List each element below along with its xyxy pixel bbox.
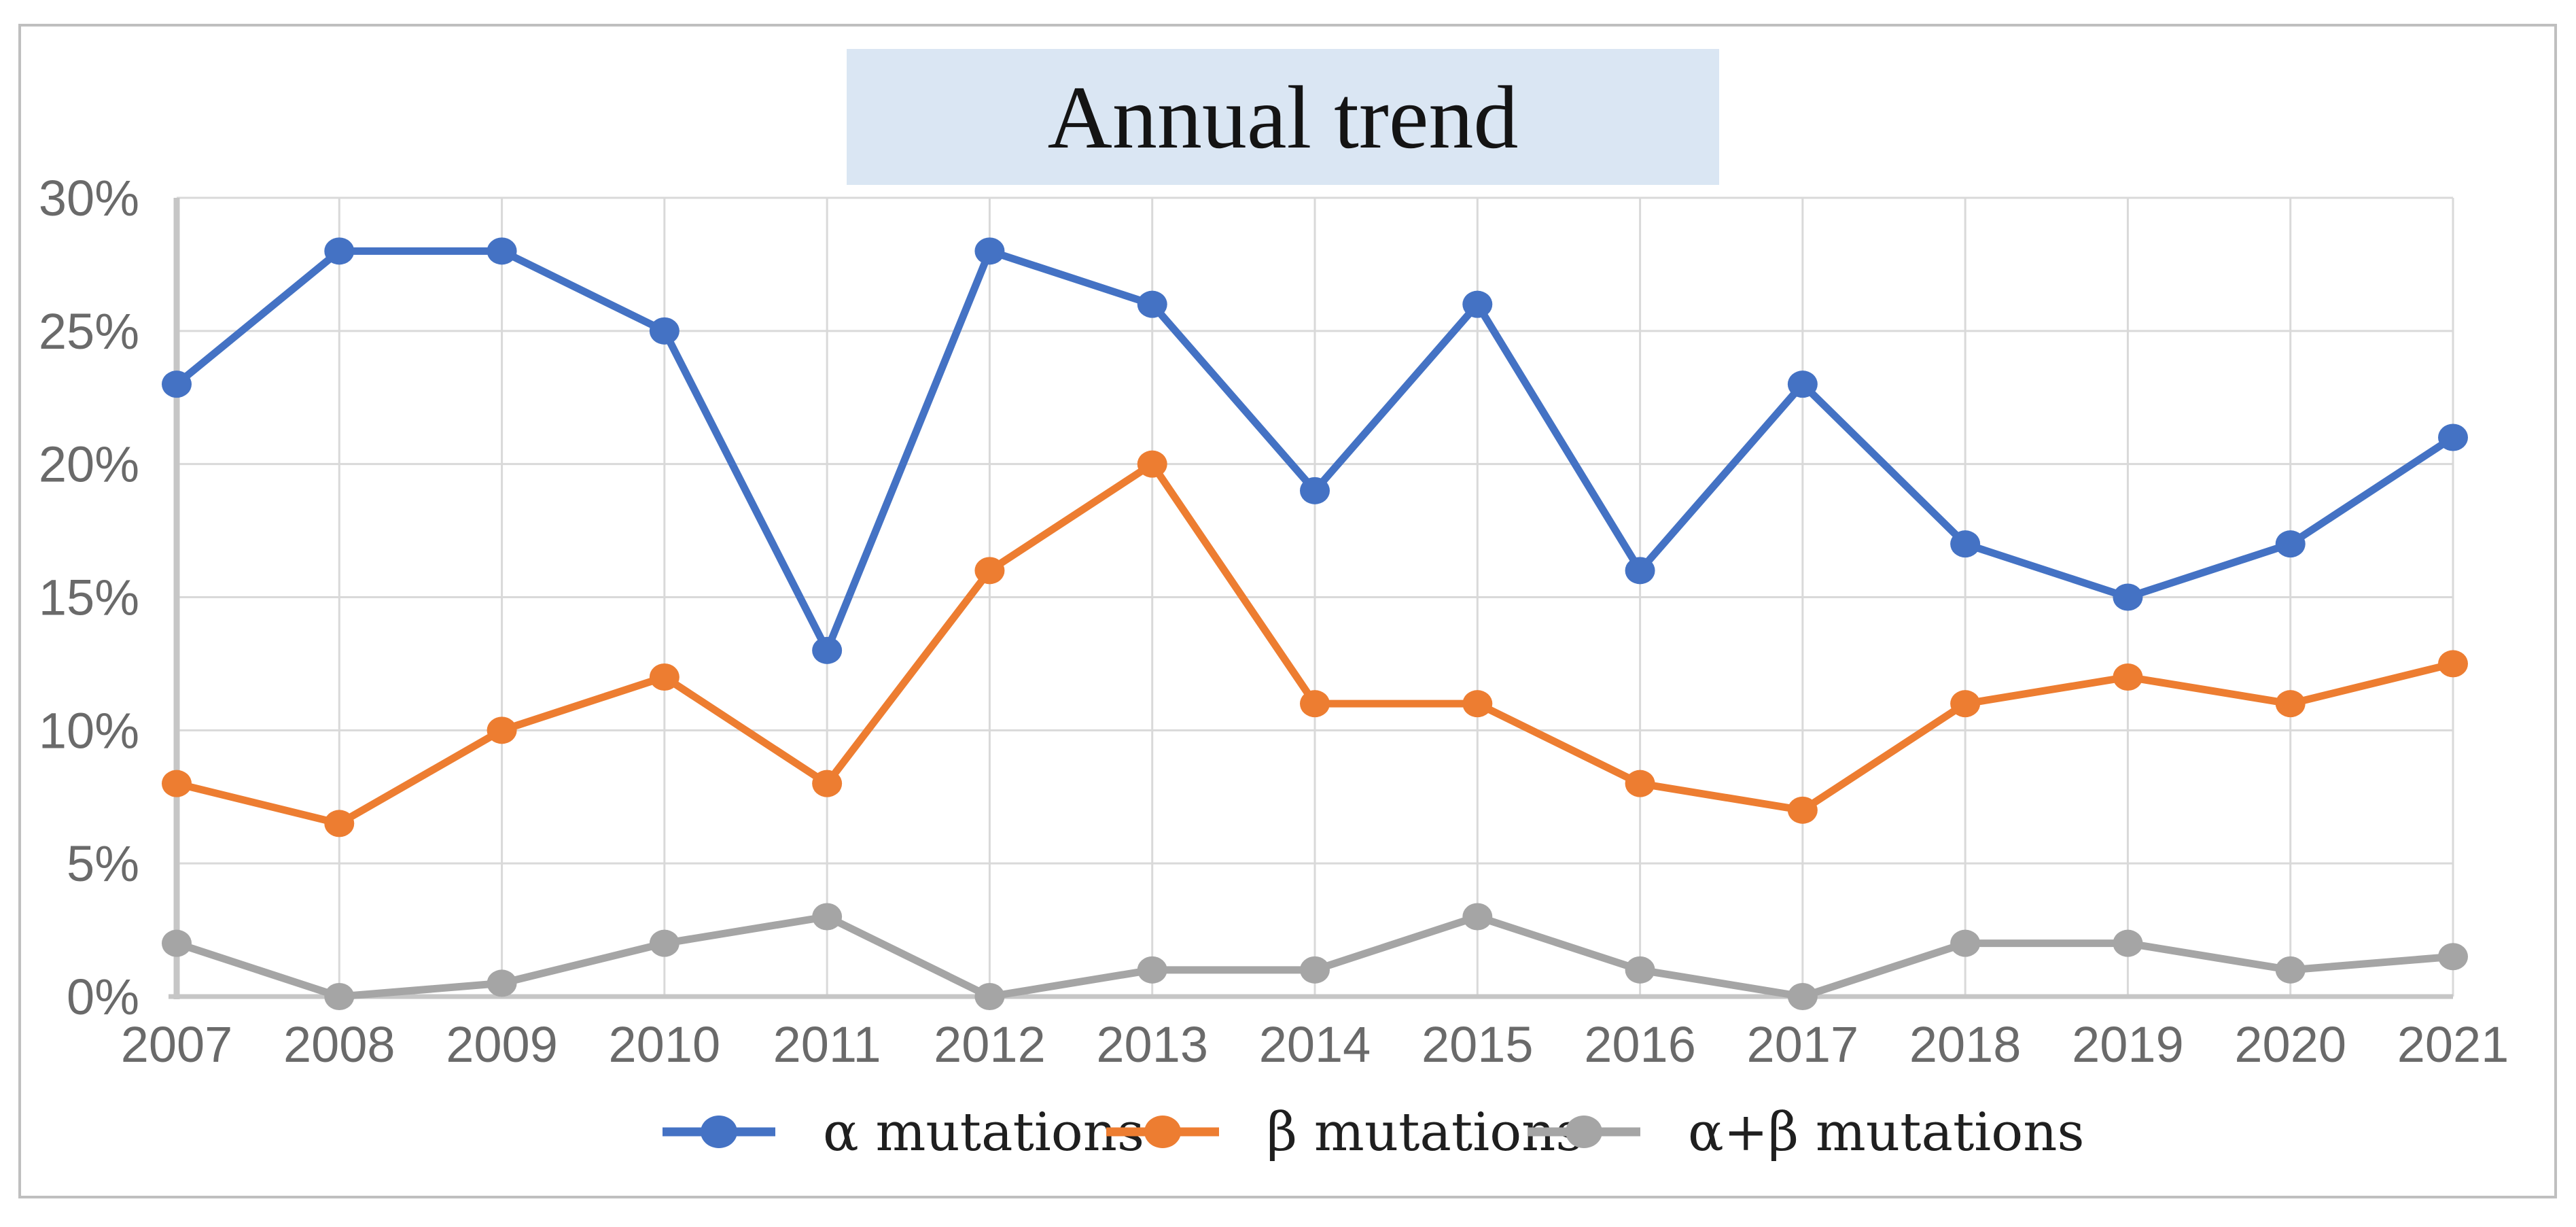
x-axis-tick-label: 2020 (2234, 1016, 2346, 1073)
x-axis-tick-label: 2008 (283, 1016, 395, 1073)
data-point-alpha-mutations (1625, 557, 1655, 585)
data-point-beta-mutations (974, 557, 1005, 585)
x-axis-tick-label: 2012 (934, 1016, 1046, 1073)
data-point-alpha-mutations (2275, 530, 2306, 558)
data-point-alpha-mutations (1950, 530, 1981, 558)
data-point-alpha-mutations (2113, 583, 2143, 611)
x-axis-tick-label: 2014 (1259, 1016, 1371, 1073)
x-axis-tick-label: 2018 (1909, 1016, 2022, 1073)
data-point-alpha-mutations (1300, 477, 1330, 504)
data-point-beta-mutations (324, 810, 355, 837)
y-axis-tick-label: 5% (67, 835, 139, 892)
data-point-alpha-beta-mutations (1950, 929, 1981, 957)
data-point-alpha-beta-mutations (649, 929, 680, 957)
data-point-alpha-mutations (2438, 424, 2468, 451)
data-point-alpha-mutations (1462, 290, 1493, 318)
data-point-alpha-mutations (812, 636, 843, 664)
x-axis-tick-label: 2007 (121, 1016, 233, 1073)
y-axis-tick-label: 25% (39, 303, 139, 360)
data-point-alpha-beta-mutations (1625, 956, 1655, 984)
data-point-beta-mutations (1787, 796, 1818, 824)
x-axis-tick-label: 2009 (446, 1016, 558, 1073)
data-point-beta-mutations (1462, 690, 1493, 718)
data-point-beta-mutations (1625, 770, 1655, 797)
data-point-alpha-mutations (649, 317, 680, 345)
data-point-beta-mutations (649, 663, 680, 691)
data-point-alpha-beta-mutations (1137, 956, 1167, 984)
y-axis-tick-label: 10% (39, 702, 139, 759)
data-point-alpha-mutations (324, 237, 355, 265)
x-axis-tick-label: 2015 (1422, 1016, 1534, 1073)
x-axis-tick-label: 2011 (773, 1016, 881, 1073)
data-point-alpha-mutations (1787, 370, 1818, 398)
chart-frame (18, 24, 2557, 1198)
data-point-alpha-beta-mutations (2438, 943, 2468, 971)
data-point-beta-mutations (1300, 690, 1330, 718)
data-point-alpha-beta-mutations (812, 903, 843, 931)
y-axis-tick-label: 0% (67, 969, 139, 1025)
chart-title-box: Annual trend (847, 49, 1719, 185)
data-point-beta-mutations (812, 770, 843, 797)
data-point-alpha-mutations (974, 237, 1005, 265)
chart-title: Annual trend (1047, 67, 1519, 167)
data-point-alpha-beta-mutations (487, 969, 517, 997)
data-point-beta-mutations (1137, 450, 1167, 478)
data-point-alpha-mutations (487, 237, 517, 265)
x-axis-tick-label: 2021 (2397, 1016, 2509, 1073)
data-point-beta-mutations (162, 770, 192, 797)
x-axis-tick-label: 2010 (609, 1016, 721, 1073)
data-point-alpha-beta-mutations (2275, 956, 2306, 984)
data-point-beta-mutations (487, 716, 517, 744)
data-point-alpha-beta-mutations (974, 983, 1005, 1010)
x-axis-tick-label: 2017 (1747, 1016, 1859, 1073)
data-point-beta-mutations (2438, 650, 2468, 678)
legend-marker-dot-beta-mutations (1144, 1116, 1181, 1148)
data-point-beta-mutations (1950, 690, 1981, 718)
legend-marker-dot-alpha-mutations (701, 1116, 737, 1148)
data-point-alpha-mutations (162, 370, 192, 398)
legend-label-alpha-beta-mutations: α+β mutations (1688, 1102, 2084, 1163)
data-point-alpha-beta-mutations (1787, 983, 1818, 1010)
data-point-beta-mutations (2113, 663, 2143, 691)
legend-label-alpha-mutations: α mutations (823, 1102, 1144, 1163)
x-axis-tick-label: 2019 (2072, 1016, 2184, 1073)
data-point-alpha-beta-mutations (324, 983, 355, 1010)
legend-marker-dot-alpha-beta-mutations (1566, 1116, 1602, 1148)
data-point-alpha-beta-mutations (162, 929, 192, 957)
data-point-beta-mutations (2275, 690, 2306, 718)
data-point-alpha-beta-mutations (1462, 903, 1493, 931)
x-axis-tick-label: 2016 (1584, 1016, 1696, 1073)
y-axis-tick-label: 30% (39, 170, 139, 226)
data-point-alpha-mutations (1137, 290, 1167, 318)
y-axis-tick-label: 15% (39, 570, 139, 626)
data-point-alpha-beta-mutations (2113, 929, 2143, 957)
y-axis-tick-label: 20% (39, 436, 139, 493)
x-axis-tick-label: 2013 (1096, 1016, 1208, 1073)
data-point-alpha-beta-mutations (1300, 956, 1330, 984)
